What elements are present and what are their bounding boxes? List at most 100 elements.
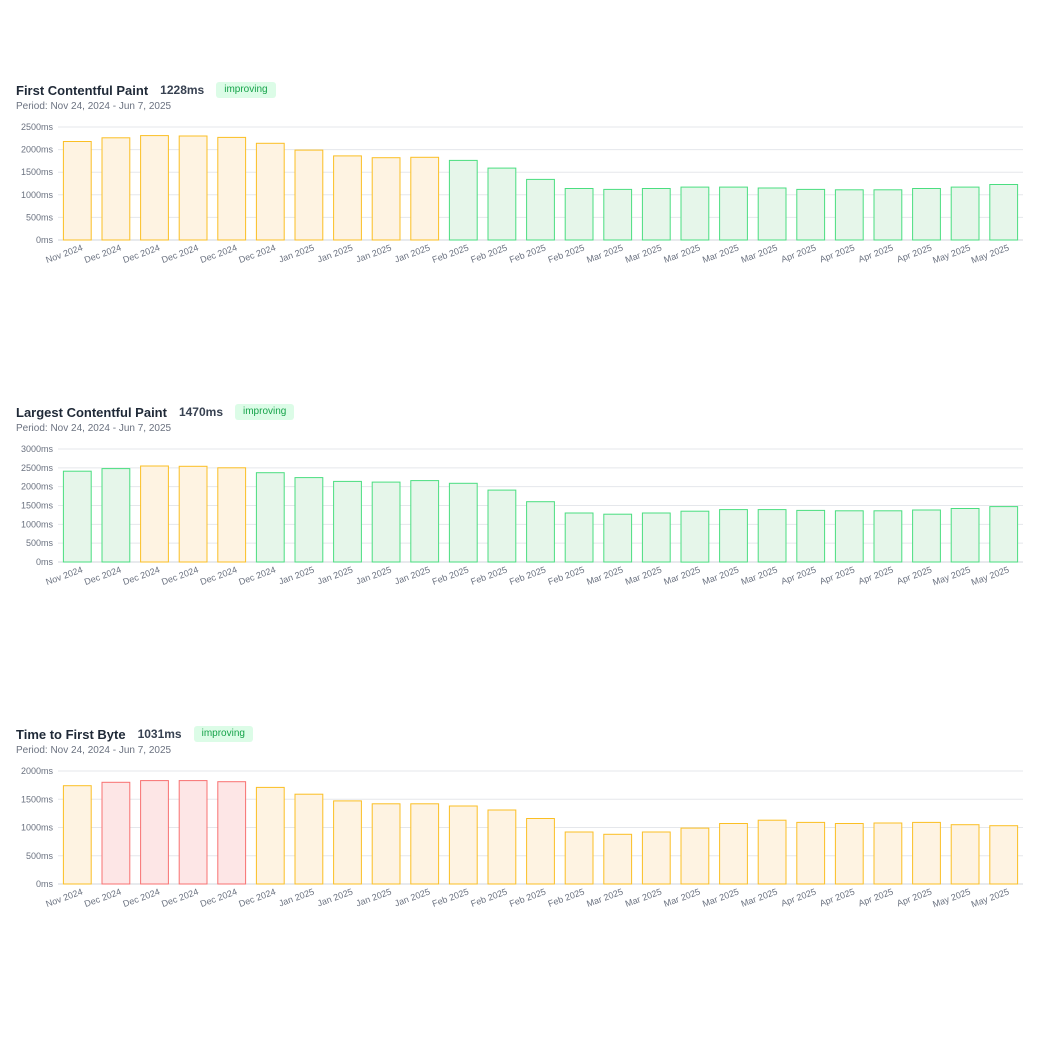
metric-value: 1470ms — [178, 405, 223, 419]
bar — [564, 512, 594, 563]
x-tick-label: Jan 2025 — [393, 564, 431, 586]
x-tick-label: Apr 2025 — [780, 242, 818, 264]
x-tick-label: Jan 2025 — [393, 886, 431, 908]
x-tick-label: Mar 2025 — [740, 564, 779, 586]
x-tick-label: Jan 2025 — [355, 564, 393, 586]
y-tick-label: 2500ms — [21, 122, 54, 132]
x-tick-label: Apr 2025 — [780, 886, 818, 908]
bar-chart-fcp: 0ms 500ms 1000ms 1500ms 2000ms 2500ms Nov 2024… — [21, 122, 1023, 265]
bar — [796, 509, 826, 563]
bar — [641, 188, 671, 241]
bar — [448, 805, 478, 885]
bar — [526, 501, 555, 563]
x-tick-label: Feb 2025 — [547, 242, 586, 264]
x-tick-label: May 2025 — [970, 242, 1011, 265]
x-tick-label: Feb 2025 — [469, 564, 508, 586]
bar — [873, 510, 903, 563]
bar — [796, 188, 826, 241]
y-tick-label: 1000ms — [21, 519, 54, 529]
bar — [603, 513, 633, 563]
bar — [62, 141, 92, 241]
x-tick-label: Jan 2025 — [316, 886, 354, 908]
x-tick-label: Jan 2025 — [393, 242, 431, 264]
bar — [448, 482, 478, 563]
x-tick-label: Apr 2025 — [818, 242, 856, 264]
y-tick-label: 2000ms — [21, 482, 54, 492]
x-tick-label: Dec 2024 — [237, 886, 277, 909]
x-tick-label: Apr 2025 — [818, 564, 856, 586]
x-tick-label: Feb 2025 — [431, 242, 470, 264]
period-text: Period: Nov 24, 2024 - Jun 7, 2025 — [16, 745, 172, 756]
x-tick-label: Mar 2025 — [585, 886, 624, 908]
x-tick-label: Mar 2025 — [624, 242, 663, 264]
y-tick-label: 1500ms — [21, 794, 54, 804]
x-tick-label: Apr 2025 — [895, 564, 933, 586]
x-tick-label: Apr 2025 — [857, 564, 895, 586]
bar — [680, 510, 710, 563]
x-tick-label: Dec 2024 — [237, 242, 277, 265]
bar — [834, 189, 864, 241]
bar — [680, 827, 710, 885]
x-tick-label: May 2025 — [931, 242, 972, 265]
x-tick-label: Mar 2025 — [740, 886, 779, 908]
x-tick-label: Dec 2024 — [83, 242, 123, 265]
x-tick-label: Feb 2025 — [508, 242, 547, 264]
trend-badge: improving — [216, 82, 276, 98]
bar — [371, 157, 401, 241]
bar — [950, 186, 980, 241]
bar — [217, 136, 247, 241]
x-tick-label: Mar 2025 — [740, 242, 779, 264]
x-tick-label: Feb 2025 — [547, 886, 586, 908]
y-tick-label: 1000ms — [21, 190, 54, 200]
x-tick-label: Apr 2025 — [780, 564, 818, 586]
x-tick-label: Mar 2025 — [701, 242, 740, 264]
x-tick-label: Feb 2025 — [508, 886, 547, 908]
bar — [410, 480, 440, 563]
chart-panel-lcp: Largest Contentful Paint 1470ms improvin… — [16, 402, 1026, 602]
chart-panel-fcp: First Contentful Paint 1228ms improving … — [16, 80, 1026, 280]
bar — [757, 509, 787, 563]
chart-header: First Contentful Paint 1228ms improving — [16, 80, 276, 100]
chart-header: Largest Contentful Paint 1470ms improvin… — [16, 402, 295, 422]
metric-value: 1031ms — [137, 727, 182, 741]
chart-title: Time to First Byte — [16, 726, 126, 742]
x-tick-label: Dec 2024 — [122, 242, 162, 265]
bar — [140, 465, 169, 563]
bar — [757, 187, 787, 241]
bar — [564, 188, 594, 241]
bar — [603, 188, 633, 241]
x-tick-label: Jan 2025 — [277, 242, 315, 264]
chart-title: First Contentful Paint — [16, 82, 149, 98]
bar — [255, 142, 285, 241]
y-tick-label: 500ms — [26, 538, 54, 548]
y-tick-label: 1000ms — [21, 823, 54, 833]
bar — [178, 135, 208, 241]
bar-chart-lcp: 0ms 500ms 1000ms 1500ms 2000ms 2500ms 3000ms No… — [21, 444, 1023, 587]
y-tick-label: 0ms — [36, 879, 54, 889]
bar — [294, 793, 324, 885]
x-tick-label: Jan 2025 — [277, 564, 315, 586]
x-tick-label: Feb 2025 — [431, 886, 470, 908]
trend-badge: improving — [235, 404, 295, 420]
bar — [101, 137, 131, 241]
x-tick-label: Mar 2025 — [585, 564, 624, 586]
y-tick-label: 2000ms — [21, 145, 54, 155]
bar — [641, 831, 671, 885]
bar — [564, 831, 594, 885]
bar — [294, 477, 324, 563]
bar — [217, 781, 247, 885]
x-tick-label: Feb 2025 — [469, 886, 508, 908]
x-tick-label: Mar 2025 — [585, 242, 624, 264]
x-tick-label: Jan 2025 — [355, 242, 393, 264]
bar — [989, 184, 1019, 241]
bar — [834, 510, 864, 563]
bar — [448, 159, 478, 241]
x-tick-label: Nov 2024 — [44, 242, 84, 265]
y-tick-label: 0ms — [36, 235, 54, 245]
y-tick-label: 500ms — [26, 212, 54, 222]
x-tick-label: Dec 2024 — [199, 564, 239, 587]
bar — [989, 506, 1019, 563]
chart-panel-ttfb: Time to First Byte 1031ms improving Peri… — [16, 724, 1026, 924]
x-tick-label: Dec 2024 — [199, 242, 239, 265]
period-text: Period: Nov 24, 2024 - Jun 7, 2025 — [16, 423, 172, 434]
